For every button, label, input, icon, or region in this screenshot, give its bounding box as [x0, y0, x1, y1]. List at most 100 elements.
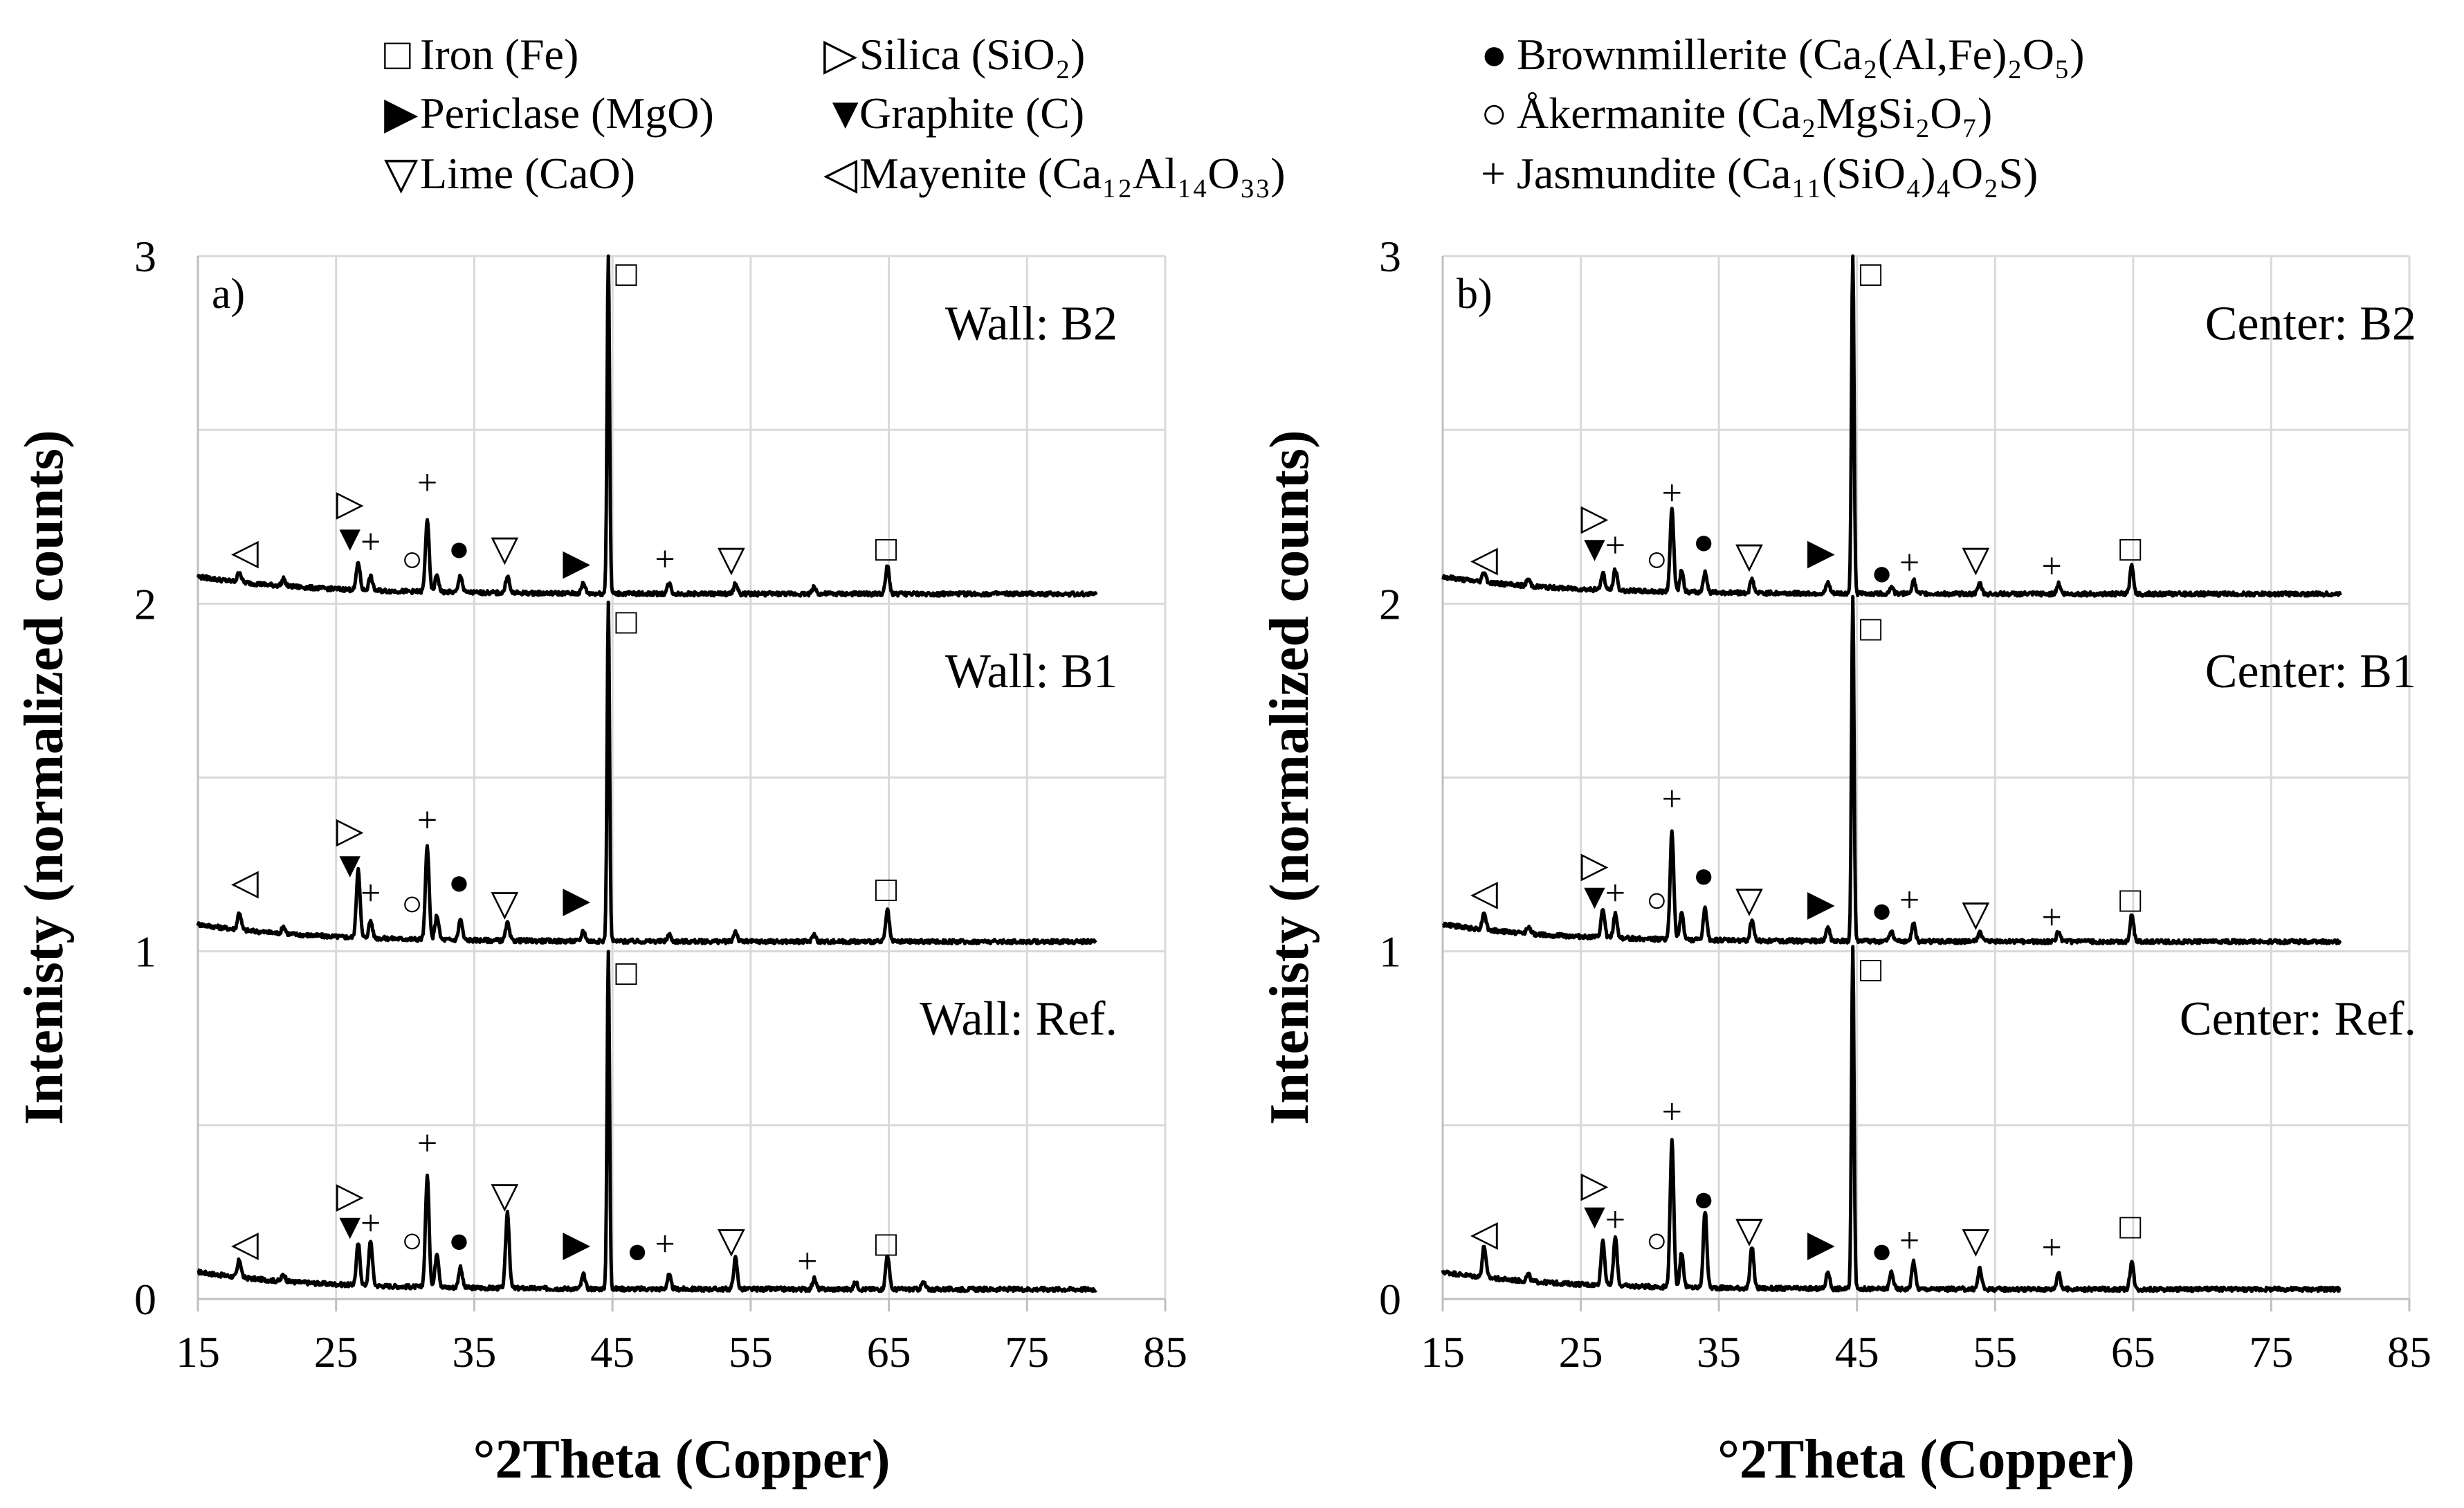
series-wall-ref: Wall: Ref.◁▷▼+ ○+●▽▶□● + ▽+ □ [197, 950, 1117, 1293]
series-wall-b2: Wall: B2◁▷▼+ ○+● ▽ ▶□+ ▽ □ [196, 254, 1117, 598]
phase-marker: ▷ [1581, 498, 1609, 538]
series-center-b2: Center: B2◁▷▼+ ○+● ▽ ▶□● + ▽ + □ [1441, 254, 2416, 598]
legend-symbol: ▷ [823, 30, 857, 79]
phase-marker: ● [1871, 554, 1892, 593]
phase-marker: ▷ [336, 1176, 364, 1215]
phase-marker: ● [1871, 891, 1892, 930]
y-tick-label: 3 [134, 232, 156, 281]
x-tick-label: 75 [2249, 1327, 2293, 1377]
legend-label: Åkermanite (Ca₂MgSi₂O₇) [1517, 89, 1992, 138]
sample-label: Center: B1 [2205, 645, 2416, 698]
y-axis-title: Intenisty (normalized counts) [14, 430, 75, 1125]
legend-item-silica-sio: ▷ Silica (SiO₂) [823, 30, 1085, 79]
phase-marker: ● [1692, 1179, 1714, 1219]
legend-item-jasmundite-ca-sio-o-s: + Jasmundite (Ca₁₁(SiO₄)₄O₂S) [1481, 149, 2038, 198]
phase-marker: + [361, 523, 381, 562]
x-tick-label: 15 [176, 1327, 220, 1377]
legend-item-graphite-c: ▼Graphite (C) [823, 89, 1084, 138]
phase-marker: ● [448, 863, 470, 902]
spectrum-line [1441, 945, 2342, 1293]
y-tick-label: 2 [1379, 579, 1401, 628]
phase-marker: ▶ [1807, 1225, 1835, 1264]
phase-marker: □ [875, 870, 897, 909]
y-tick-label: 1 [1379, 927, 1401, 976]
legend-item-mayenite-ca-al-o: ◁ Mayenite (Ca₁₂Al₁₄O₃₃) [823, 149, 1286, 198]
phase-marker: + [1662, 780, 1682, 819]
phase-marker: ● [448, 1221, 470, 1261]
spectrum-line [1441, 254, 2342, 598]
legend-label: Graphite (C) [859, 89, 1084, 138]
phase-marker: + [655, 1225, 675, 1264]
legend-item-iron-fe: □ Iron (Fe) [384, 30, 578, 79]
phase-marker: ▽ [491, 529, 518, 569]
legend-symbol: □ [384, 30, 411, 79]
x-tick-label: 25 [1559, 1327, 1603, 1377]
series-center-b1: Center: B1◁▷▼+ ○+●▽ ▶□● + ▽ + □ [1441, 594, 2416, 946]
x-tick-label: 55 [1973, 1327, 2017, 1377]
phase-marker: □ [875, 1225, 897, 1264]
series-wall-b1: Wall: B1◁▷▼+ ○+●▽ ▶□□ [196, 600, 1117, 946]
phase-marker: ▼ [1577, 877, 1612, 916]
phase-marker: □ [615, 954, 637, 993]
panel-label: a) [212, 271, 245, 318]
phase-marker: ▼ [332, 519, 367, 558]
legend-label: Mayenite (Ca₁₂Al₁₄O₃₃) [859, 149, 1286, 198]
spectrum-line [196, 600, 1097, 946]
gridlines [1441, 255, 2411, 1299]
phase-marker: ● [1692, 856, 1714, 896]
phase-marker: ▶ [1807, 884, 1835, 923]
sample-label: Wall: B1 [945, 645, 1117, 698]
legend-symbol: ▶ [384, 89, 419, 138]
phase-marker: ● [626, 1232, 648, 1271]
x-tick-label: 55 [729, 1327, 773, 1377]
phase-marker: ▶ [563, 880, 590, 920]
phase-marker: + [1605, 1200, 1625, 1239]
x-tick-label: 35 [1697, 1327, 1741, 1377]
phase-marker: □ [2119, 1208, 2142, 1247]
phase-marker: ○ [401, 540, 423, 579]
phase-marker: ▷ [336, 811, 364, 851]
phase-marker: □ [615, 602, 637, 642]
legend-item-brownmillerite-ca-al-fe-o: ● Brownmillerite (Ca₂(Al,Fe)₂O₅) [1481, 30, 2085, 79]
phase-marker: ▷ [336, 484, 364, 524]
phase-marker: □ [1860, 950, 1882, 990]
x-tick-label: 85 [2387, 1327, 2431, 1377]
legend-label: Jasmundite (Ca₁₁(SiO₄)₄O₂S) [1517, 149, 2038, 198]
phase-marker: + [655, 540, 675, 579]
phase-marker: □ [1860, 609, 1882, 648]
sample-label: Center: B2 [2205, 298, 2416, 351]
phase-marker: ▽ [718, 1221, 745, 1261]
phase-marker: + [1662, 474, 1682, 514]
phase-marker: ▷ [1581, 846, 1609, 885]
phase-marker: + [417, 464, 437, 503]
x-tick-label: 45 [1835, 1327, 1879, 1377]
phase-marker: + [361, 1203, 381, 1243]
phase-marker: □ [2119, 880, 2142, 920]
phase-marker: + [1899, 543, 1919, 583]
x-tick-label: 25 [314, 1327, 358, 1377]
sample-label: Center: Ref. [2180, 992, 2416, 1046]
phase-marker: + [2041, 898, 2061, 937]
phase-marker: + [1899, 1221, 1919, 1261]
spectrum-line [196, 254, 1098, 598]
phase-marker: ● [1871, 1232, 1892, 1271]
legend-symbol: ● [1481, 30, 1508, 79]
phase-marker: ▽ [718, 540, 745, 579]
legend-symbol: ▼ [823, 89, 867, 138]
legend-symbol: + [1481, 149, 1506, 198]
phase-marker: ◁ [1470, 1215, 1498, 1254]
y-tick-label: 0 [134, 1275, 156, 1324]
legend-label: Iron (Fe) [420, 30, 578, 79]
phase-marker: ▶ [563, 1225, 590, 1264]
legend-label: Silica (SiO₂) [859, 30, 1085, 79]
phase-marker: ▼ [1577, 1197, 1612, 1236]
phase-marker: ▽ [1735, 880, 1763, 920]
phase-marker: ▶ [563, 543, 590, 583]
y-axis-title: Intenisty (normalized counts) [1259, 430, 1320, 1125]
phase-marker: □ [615, 255, 637, 294]
phase-marker: □ [1860, 255, 1882, 294]
phase-marker: + [1899, 880, 1919, 920]
phase-marker: □ [875, 529, 897, 569]
phase-marker: ▽ [1735, 1211, 1763, 1251]
